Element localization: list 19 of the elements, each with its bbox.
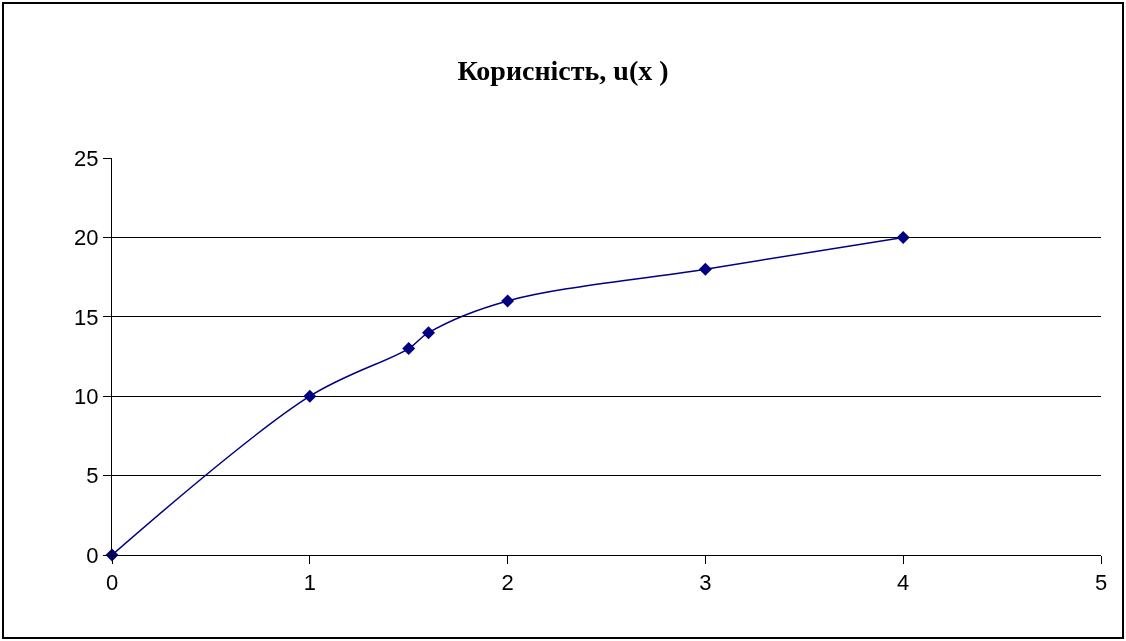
- x-tick-label: 0: [105, 570, 119, 596]
- x-tick-label: 2: [501, 570, 514, 596]
- y-tick-label: 10: [74, 383, 99, 409]
- x-tick-label: 5: [1094, 570, 1108, 596]
- point: [421, 326, 435, 340]
- y-tick-label: 25: [74, 145, 99, 171]
- point: [698, 262, 712, 276]
- y-tick-label: 0: [86, 542, 99, 568]
- y-tick-label: 20: [74, 225, 99, 251]
- x-tick-label: 1: [303, 570, 316, 596]
- y-tick-label: 5: [86, 463, 99, 489]
- x-tick-label: 4: [897, 570, 910, 596]
- point: [303, 389, 317, 403]
- x-tick-label: 3: [699, 570, 712, 596]
- point: [896, 230, 910, 244]
- y-tick-label: 15: [74, 304, 99, 330]
- point: [402, 342, 416, 356]
- chart-title: Корисність, u(x ): [457, 54, 669, 86]
- point: [501, 294, 515, 308]
